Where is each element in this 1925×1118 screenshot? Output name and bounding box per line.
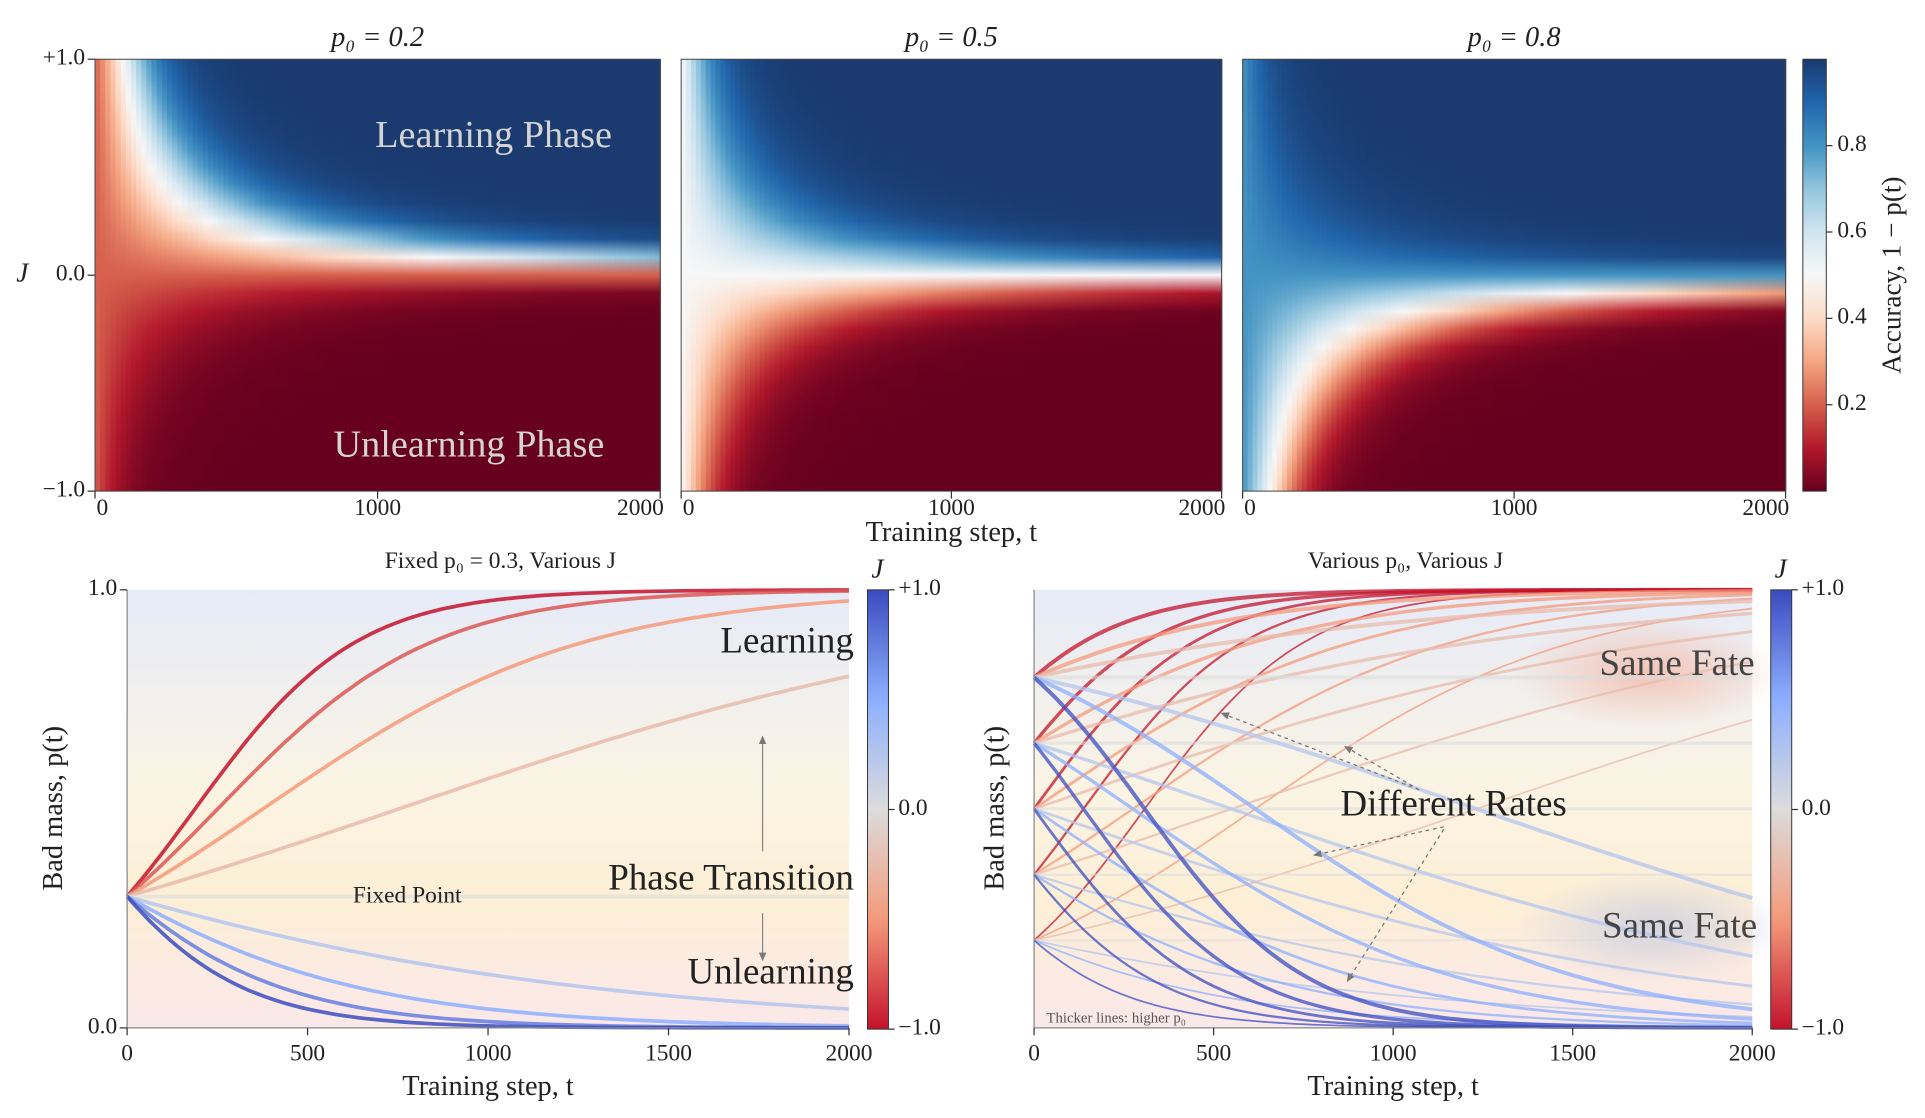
page: {"chart_data": [ {"type": "heatmap", "ti…	[16, 22, 1907, 1102]
